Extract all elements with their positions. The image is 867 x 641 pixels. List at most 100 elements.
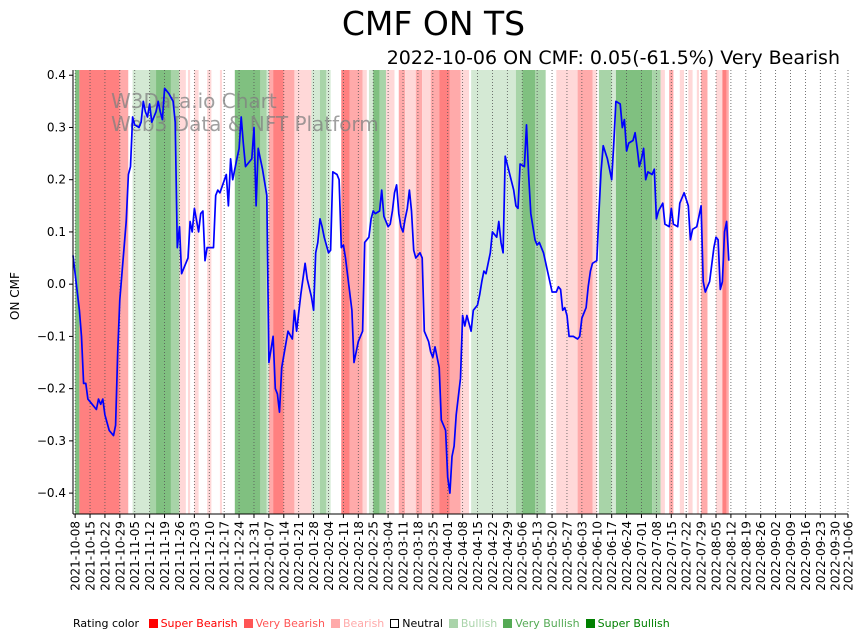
rating-band-bearish: [194, 70, 199, 514]
x-tick-label: 2022-07-08: [650, 521, 664, 591]
rating-band-bullish: [611, 70, 616, 514]
x-tick-label: 2022-09-09: [784, 521, 798, 591]
x-tick-label: 2022-07-15: [665, 521, 679, 591]
legend-item: Bullish: [448, 617, 497, 630]
legend-label: Bearish: [342, 617, 385, 630]
rating-band-bearish: [294, 70, 312, 514]
rating-band-very-bullish: [598, 70, 612, 514]
chart-subtitle: 2022-10-06 ON CMF: 0.05(-61.5%) Very Bea…: [386, 47, 840, 69]
rating-band-very-bullish: [260, 70, 267, 514]
rating-band-very-bearish: [398, 70, 406, 514]
x-tick-label: 2021-12-24: [233, 521, 247, 591]
x-tick-label: 2021-12-17: [218, 521, 232, 591]
rating-band-very-bearish: [449, 70, 461, 514]
y-tick-label: −0.1: [37, 329, 66, 343]
chart-title: CMF ON TS: [341, 4, 526, 43]
rating-band-very-bearish: [415, 70, 423, 514]
rating-band-bearish: [422, 70, 431, 514]
rating-band-bearish: [187, 70, 191, 514]
rating-band-super-bearish: [341, 70, 350, 514]
x-tick-label: 2022-03-11: [397, 521, 411, 591]
rating-band-very-bullish: [170, 70, 180, 514]
rating-band-very-bearish: [349, 70, 363, 514]
rating-band-bearish: [696, 70, 699, 514]
x-tick-label: 2022-06-24: [620, 521, 634, 591]
x-tick-label: 2022-04-22: [486, 521, 500, 591]
legend-swatch: [585, 619, 595, 628]
rating-band-very-bearish: [119, 70, 129, 514]
legend-item: Bearish: [330, 617, 385, 630]
y-tick-label: 0.3: [47, 120, 66, 134]
legend-label: Neutral: [402, 617, 443, 630]
x-tick-label: 2022-08-05: [709, 521, 723, 591]
x-tick-label: 2022-05-20: [546, 521, 560, 591]
x-tick-label: 2022-10-06: [842, 521, 856, 591]
series-line: [72, 87, 730, 494]
rating-band-very-bullish: [535, 70, 546, 514]
x-tick-label: 2022-03-25: [426, 521, 440, 591]
rating-band-very-bullish: [149, 70, 157, 514]
rating-band-very-bearish: [701, 70, 708, 514]
watermark-text: Web3 Data & NFT Platform: [111, 112, 379, 136]
legend-label: Super Bearish: [160, 617, 238, 630]
x-tick-label: 2022-05-27: [560, 521, 574, 591]
y-tick-label: 0.2: [47, 173, 66, 187]
x-tick-label: 2022-07-22: [680, 521, 694, 591]
y-tick-label: −0.4: [37, 486, 66, 500]
rating-band-super-bearish: [722, 70, 727, 514]
x-tick-label: 2021-11-26: [173, 521, 187, 591]
rating-band-bullish: [368, 70, 374, 514]
x-tick-label: 2022-02-11: [337, 521, 351, 591]
x-tick-label: 2022-08-26: [754, 521, 768, 591]
x-tick-label: 2022-05-13: [531, 521, 545, 591]
legend-swatch: [243, 619, 253, 628]
rating-band-super-bullish: [522, 70, 536, 514]
x-tick-label: 2021-10-29: [113, 521, 127, 591]
x-tick-label: 2021-12-31: [247, 521, 261, 591]
rating-band-bearish: [688, 70, 693, 514]
rating-band-bearish: [385, 70, 395, 514]
legend-swatch: [503, 619, 513, 628]
legend-item: Neutral: [390, 617, 443, 630]
legend-label: Very Bullish: [515, 617, 580, 630]
legend-label: Very Bearish: [255, 617, 325, 630]
x-tick-label: 2022-06-10: [590, 521, 604, 591]
x-tick-label: 2022-08-19: [739, 521, 753, 591]
x-tick-label: 2022-01-07: [262, 521, 276, 591]
rating-band-neutral: [128, 70, 133, 514]
x-tick-label: 2022-08-12: [724, 521, 738, 591]
x-tick-label: 2022-01-21: [292, 521, 306, 591]
x-tick-label: 2021-11-12: [143, 521, 157, 591]
rating-band-bearish: [679, 70, 685, 514]
legend-item: Very Bullish: [503, 617, 580, 630]
rating-band-bullish: [311, 70, 320, 514]
x-tick-label: 2022-06-17: [605, 521, 619, 591]
x-tick-label: 2022-03-04: [382, 521, 396, 591]
rating-bands: [75, 70, 729, 514]
x-tick-label: 2022-07-01: [635, 521, 649, 591]
x-tick-label: 2022-02-18: [352, 521, 366, 591]
x-tick-label: 2022-09-30: [829, 521, 843, 591]
rating-band-bearish: [362, 70, 367, 514]
rating-band-super-bearish: [79, 70, 120, 514]
rating-band-super-bearish: [273, 70, 284, 514]
x-tick-label: 2022-06-03: [575, 521, 589, 591]
legend-swatch: [448, 619, 458, 628]
legend-swatch: [390, 619, 400, 628]
legend-title: Rating color: [73, 617, 140, 630]
x-tick-label: 2021-12-10: [203, 521, 217, 591]
x-tick-label: 2021-11-19: [158, 521, 172, 591]
rating-band-very-bullish: [379, 70, 386, 514]
rating-band-bearish: [592, 70, 597, 514]
rating-band-very-bearish: [577, 70, 593, 514]
rating-band-bearish: [219, 70, 223, 514]
rating-band-very-bearish: [726, 70, 729, 514]
series-line-path: [72, 87, 730, 494]
rating-band-super-bullish: [234, 70, 261, 514]
x-tick-label: 2021-11-05: [128, 521, 142, 591]
legend-item: Super Bearish: [148, 617, 238, 630]
x-tick-label: 2022-04-01: [441, 521, 455, 591]
x-tick-label: 2022-01-28: [307, 521, 321, 591]
rating-band-bullish: [471, 70, 516, 514]
